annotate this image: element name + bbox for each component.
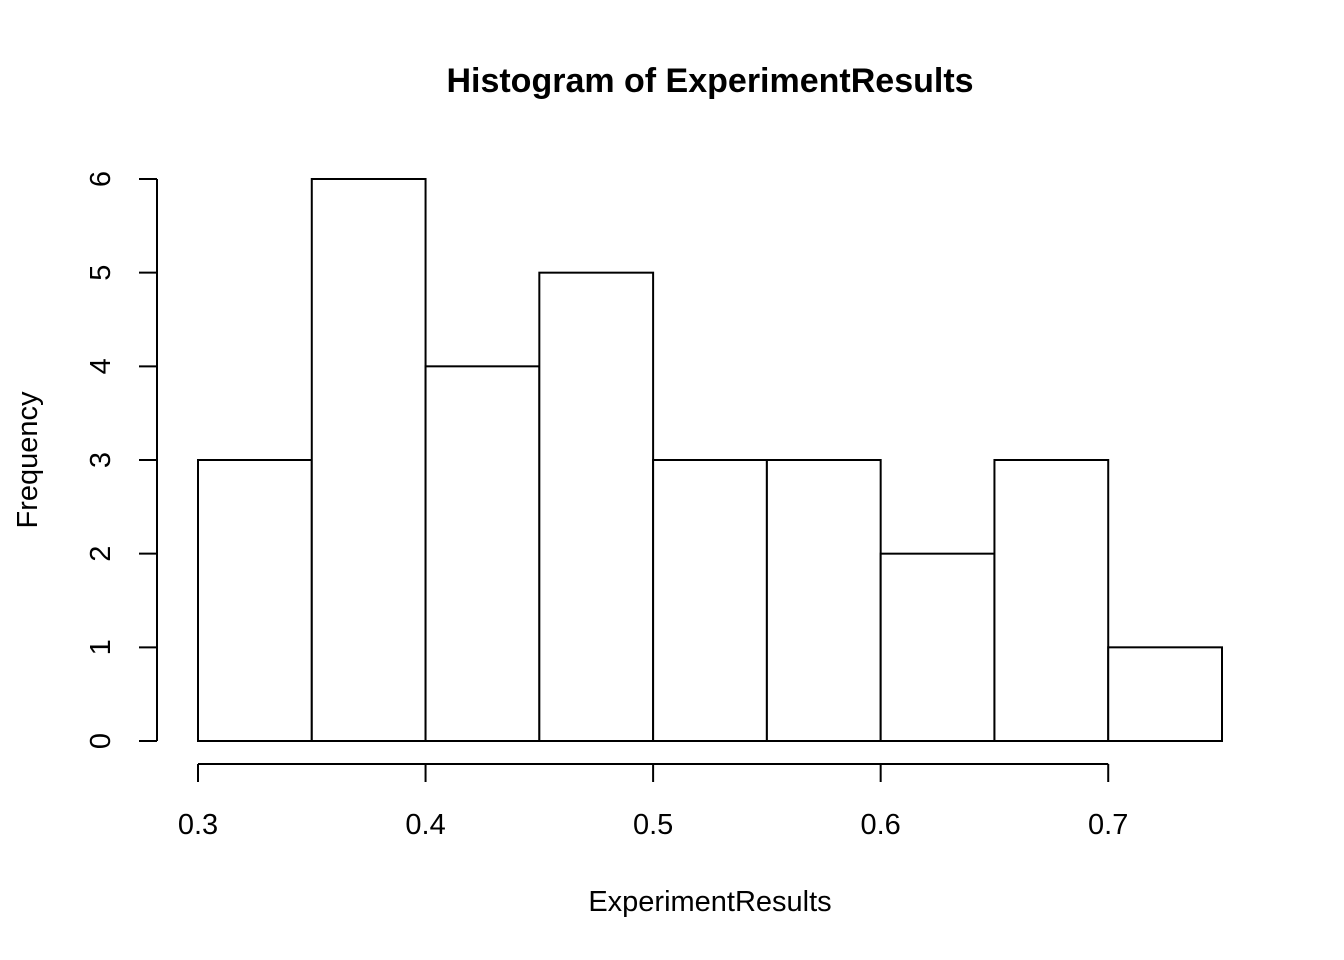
y-tick-label-5: 5 (85, 265, 117, 281)
histogram-bar-5 (765, 459, 882, 742)
y-axis: 0 1 2 3 4 5 6 (85, 171, 158, 749)
histogram-bar-6 (879, 552, 996, 743)
y-axis-label: Frequency (12, 391, 44, 529)
histogram-bar-3 (538, 271, 655, 742)
bars-group (197, 178, 1223, 743)
histogram-bar-8 (1107, 646, 1223, 742)
y-tick-label-2: 2 (85, 546, 117, 562)
y-tick-label-6: 6 (85, 171, 117, 187)
histogram-bar-7 (993, 459, 1110, 742)
chart-title: Histogram of ExperimentResults (446, 62, 973, 100)
histogram-bar-2 (424, 365, 541, 742)
x-tick-label-3: 0.6 (861, 809, 901, 841)
histogram-bar-4 (652, 459, 768, 742)
x-axis: 0.3 0.4 0.5 0.6 0.7 (178, 763, 1128, 841)
x-tick-label-4: 0.7 (1088, 809, 1128, 841)
y-tick-label-0: 0 (85, 733, 117, 749)
y-tick-label-4: 4 (85, 358, 117, 374)
x-tick-label-1: 0.4 (405, 809, 445, 841)
x-axis-label: ExperimentResults (588, 886, 831, 918)
y-tick-label-1: 1 (85, 639, 117, 655)
y-tick-label-3: 3 (85, 452, 117, 468)
histogram-bar-1 (310, 178, 427, 742)
histogram-bar-0 (197, 459, 313, 742)
x-tick-label-0: 0.3 (178, 809, 218, 841)
x-tick-label-2: 0.5 (633, 809, 673, 841)
